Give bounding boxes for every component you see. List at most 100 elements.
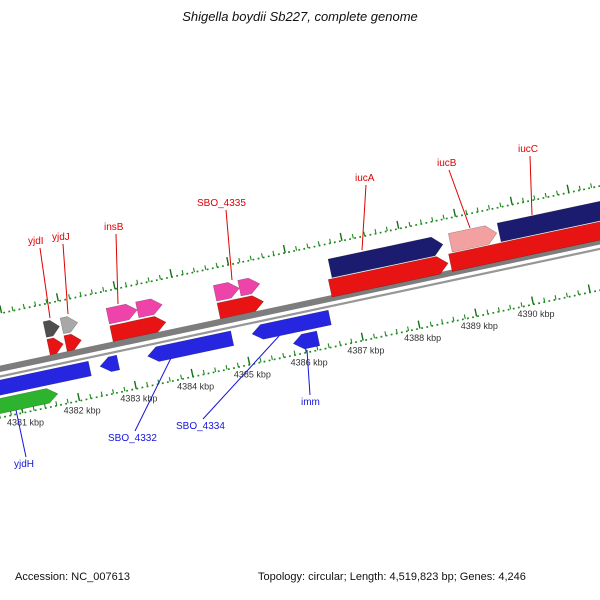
scale-tick xyxy=(190,368,194,377)
scale-tick xyxy=(112,389,115,394)
scale-tick xyxy=(90,289,93,294)
scale-tick xyxy=(565,292,568,298)
scale-tick xyxy=(79,291,82,297)
gene-arrow-insB-gene-1[interactable] xyxy=(105,302,139,325)
figure-title: Shigella boydii Sb227, complete genome xyxy=(182,9,418,24)
gene-arrow-small-reverse[interactable] xyxy=(98,354,121,374)
genome-backbone-thin xyxy=(0,228,600,395)
scale-tick xyxy=(168,377,171,382)
scale-tick xyxy=(339,232,343,241)
scale-tick xyxy=(384,331,387,336)
scale-tick xyxy=(363,231,366,237)
scale-tick xyxy=(204,265,207,270)
scale-tick xyxy=(316,345,319,351)
gene-label-yjdH[interactable]: yjdH xyxy=(14,459,34,470)
gene-arrow-yjdI-gene[interactable] xyxy=(42,319,61,338)
gene-label-insB[interactable]: insB xyxy=(104,222,124,233)
scale-tick xyxy=(486,309,489,315)
scale-tick xyxy=(270,355,273,360)
scale-tick xyxy=(556,190,559,196)
scale-tick xyxy=(202,369,205,375)
scale-tick xyxy=(419,219,422,225)
gene-arrow-iuc-cds-2[interactable] xyxy=(448,217,600,272)
scale-tick xyxy=(543,297,546,303)
scale-tick xyxy=(578,185,581,191)
gene-arrow-iucC-gene[interactable] xyxy=(496,198,600,243)
scale-label: 4390 kbp xyxy=(518,309,555,319)
label-leader-line xyxy=(361,184,367,251)
scale-tick xyxy=(133,380,137,389)
label-leader-line xyxy=(39,247,51,319)
scale-tick xyxy=(136,279,139,285)
scale-label: 4389 kbp xyxy=(461,321,498,331)
gene-arrow-SBO_4335-cds[interactable] xyxy=(216,294,265,320)
gene-label-SBO_4334[interactable]: SBO_4334 xyxy=(176,421,225,432)
scale-tick xyxy=(453,208,457,217)
scale-tick xyxy=(544,192,547,198)
scale-tick xyxy=(55,401,58,406)
scale-tick xyxy=(89,393,92,399)
scale-tick xyxy=(293,350,296,356)
scale-tick xyxy=(11,306,14,311)
label-leader-line xyxy=(115,233,119,305)
gene-arrow-iucA-cds[interactable] xyxy=(327,254,450,298)
gene-label-imm[interactable]: imm xyxy=(301,397,320,408)
scale-tick xyxy=(577,290,580,295)
scale-tick xyxy=(499,202,502,208)
gene-label-iucA[interactable]: iucA xyxy=(355,173,375,184)
gene-arrow-insB-gene-2[interactable] xyxy=(135,297,164,319)
scale-tick xyxy=(474,308,478,317)
scale-label: 4384 kbp xyxy=(177,381,214,391)
gene-arrow-SBO_4332[interactable] xyxy=(146,330,235,364)
scale-tick xyxy=(441,319,444,324)
scale-tick xyxy=(102,286,105,292)
scale-label: 4385 kbp xyxy=(234,369,271,379)
scale-tick xyxy=(68,294,71,299)
scale-tick xyxy=(487,204,490,210)
scale-tick xyxy=(587,284,591,293)
scale-tick xyxy=(124,282,127,287)
gene-label-iucC[interactable]: iucC xyxy=(518,144,538,155)
scale-tick xyxy=(429,321,432,327)
scale-tick xyxy=(351,233,354,239)
scale-tick xyxy=(45,299,48,304)
scale-tick xyxy=(9,410,12,416)
gene-arrow-SBO_4334[interactable] xyxy=(251,309,332,341)
gene-arrow-iucB-gene[interactable] xyxy=(448,224,498,253)
gene-arrow-iucA-gene[interactable] xyxy=(327,235,445,278)
gene-arrow-yjdJ-gene[interactable] xyxy=(59,315,79,335)
scale-tick xyxy=(522,197,525,203)
scale-tick xyxy=(373,333,376,339)
gene-label-yjdJ[interactable]: yjdJ xyxy=(52,232,70,243)
gene-label-SBO_4335[interactable]: SBO_4335 xyxy=(197,198,246,209)
scale-tick xyxy=(396,220,400,229)
gene-label-yjdI[interactable]: yjdI xyxy=(28,236,44,247)
gene-arrow-SBO_4335-gene-1[interactable] xyxy=(212,280,241,302)
gene-arrow-insB-cds[interactable] xyxy=(109,314,168,342)
scale-tick xyxy=(282,244,286,254)
scale-label: 4387 kbp xyxy=(347,345,384,355)
gene-arrow-SBO_4335-gene-2[interactable] xyxy=(237,276,262,297)
gene-arrow-unnamed-left[interactable] xyxy=(0,360,92,400)
gene-label-SBO_4332[interactable]: SBO_4332 xyxy=(108,433,157,444)
scale-label: 4386 kbp xyxy=(291,357,328,367)
scale-tick xyxy=(497,307,500,312)
scale-tick xyxy=(531,296,535,305)
scale-tick xyxy=(329,238,332,244)
scale-tick xyxy=(214,367,217,373)
gene-arrow-yjdJ-cds[interactable] xyxy=(63,332,83,352)
scale-tick xyxy=(192,267,195,273)
scale-tick xyxy=(238,258,241,263)
scale-tick xyxy=(533,195,536,200)
scale-label: 4388 kbp xyxy=(404,333,441,343)
scale-tick xyxy=(249,255,252,261)
label-leader-line xyxy=(62,243,69,315)
gene-arrow-yjdH[interactable] xyxy=(0,386,59,423)
scale-tick xyxy=(100,391,103,397)
scale-tick xyxy=(520,302,523,307)
gene-arrow-imm[interactable] xyxy=(292,330,321,351)
scale-tick xyxy=(408,221,411,227)
gene-arrow-yjdI-cds[interactable] xyxy=(46,336,65,356)
gene-label-iucB[interactable]: iucB xyxy=(437,158,457,169)
